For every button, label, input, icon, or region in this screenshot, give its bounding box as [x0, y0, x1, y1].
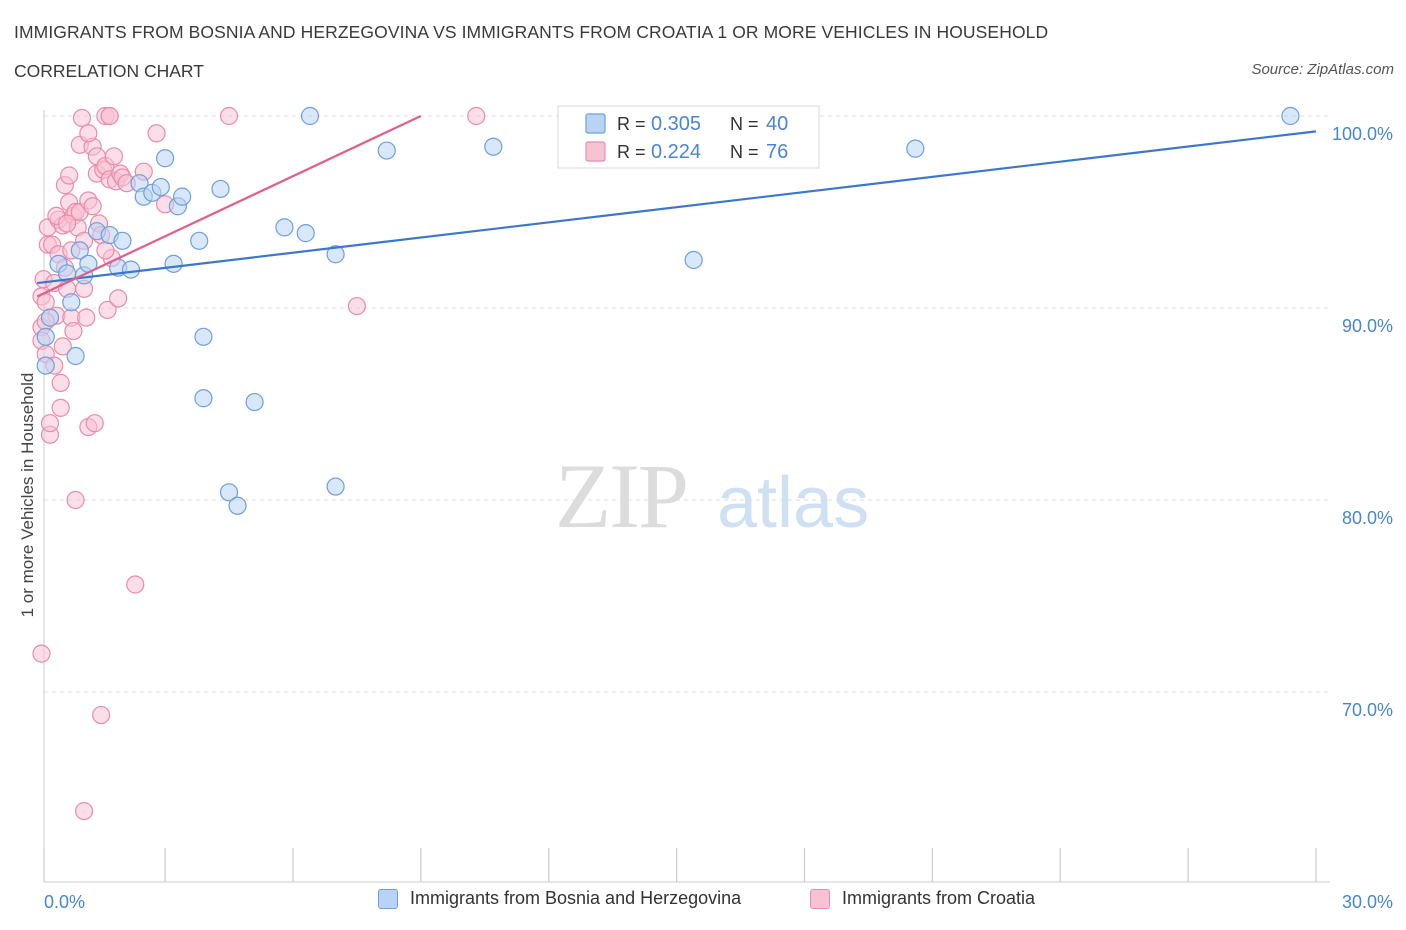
point-croatia — [104, 147, 124, 166]
stats-r-value: 0.305 — [651, 113, 701, 135]
point-bosnia — [377, 141, 396, 160]
stats-swatch-blue — [585, 113, 606, 134]
point-bosnia — [190, 231, 209, 250]
watermark-zip: ZIP — [555, 445, 687, 547]
point-croatia — [109, 289, 128, 308]
stats-n-label: N = — [730, 114, 759, 134]
point-bosnia — [245, 392, 264, 412]
stats-swatch-pink — [585, 141, 606, 162]
point-bosnia — [219, 483, 239, 502]
point-croatia — [100, 106, 119, 126]
point-bosnia — [70, 241, 89, 260]
point-bosnia — [326, 477, 345, 496]
point-croatia — [40, 414, 60, 433]
x-tick-label: 0.0% — [44, 892, 85, 912]
point-croatia — [467, 106, 486, 126]
point-croatia — [98, 300, 117, 320]
point-croatia — [79, 124, 98, 143]
point-bosnia — [62, 293, 81, 312]
legend-label-croatia: Immigrants from Croatia — [842, 888, 1036, 908]
point-croatia — [64, 321, 83, 341]
source-label: Source: ZipAtlas.com — [1251, 61, 1394, 78]
y-tick-label: 100.0% — [1332, 124, 1393, 144]
point-croatia — [83, 197, 102, 216]
point-croatia — [74, 801, 94, 821]
trend-line-croatia — [36, 115, 422, 298]
axes-layer: 100.0% 90.0% 80.0% 70.0% 0.0% 30.0% — [43, 110, 1393, 912]
point-croatia — [219, 106, 239, 126]
point-croatia — [60, 166, 79, 185]
point-bosnia — [36, 327, 55, 346]
stats-r-value: 0.224 — [651, 141, 701, 163]
point-bosnia — [300, 106, 320, 126]
chart-subtitle: CORRELATION CHART — [14, 61, 204, 81]
point-bosnia — [151, 177, 170, 197]
point-bosnia — [164, 254, 183, 273]
point-croatia — [92, 705, 111, 725]
point-croatia — [85, 414, 104, 433]
stats-r-label: R = — [617, 142, 646, 162]
stats-legend: R = 0.305 N = 40 R = 0.224 N = 76 — [557, 105, 820, 169]
point-croatia — [147, 124, 166, 143]
point-bosnia — [155, 149, 175, 168]
bottom-legend: Immigrants from Bosnia and Herzegovina I… — [0, 888, 1406, 918]
point-bosnia — [906, 139, 925, 158]
point-bosnia — [275, 218, 294, 237]
point-croatia — [57, 214, 77, 233]
x-tick-label: 30.0% — [1342, 892, 1393, 912]
legend-label-bosnia: Immigrants from Bosnia and Herzegovina — [410, 888, 742, 908]
point-croatia — [96, 241, 115, 260]
trend-layer — [36, 115, 1317, 298]
points-layer — [32, 106, 1300, 821]
y-tick-label: 70.0% — [1342, 700, 1393, 720]
watermark: ZIP atlas — [555, 445, 869, 547]
point-bosnia — [36, 356, 55, 375]
trend-line-bosnia — [37, 130, 1317, 285]
point-croatia — [77, 308, 96, 327]
point-bosnia — [121, 260, 141, 279]
point-bosnia — [484, 137, 503, 156]
point-bosnia — [194, 327, 213, 346]
y-tick-label: 90.0% — [1342, 316, 1393, 336]
point-bosnia — [40, 308, 60, 327]
legend-item-croatia: Immigrants from Croatia — [810, 888, 1035, 909]
point-bosnia — [1281, 106, 1300, 126]
point-bosnia — [326, 245, 345, 264]
point-bosnia — [66, 346, 85, 366]
legend-swatch-blue — [378, 888, 398, 909]
point-croatia — [53, 337, 72, 356]
point-croatia — [72, 108, 92, 128]
point-croatia — [32, 644, 51, 663]
point-bosnia — [173, 187, 192, 206]
point-bosnia — [194, 389, 213, 408]
point-croatia — [126, 575, 145, 594]
point-croatia — [51, 373, 70, 392]
point-bosnia — [684, 250, 703, 270]
stats-r-label: R = — [617, 114, 646, 134]
watermark-atlas: atlas — [717, 463, 869, 543]
legend-swatch-pink — [810, 888, 830, 909]
legend-item-bosnia: Immigrants from Bosnia and Herzegovina — [378, 888, 741, 909]
stats-n-value: 76 — [766, 141, 788, 163]
stats-n-value: 40 — [766, 113, 788, 135]
stats-n-label: N = — [730, 142, 759, 162]
point-croatia — [51, 398, 70, 417]
y-axis-label: 1 or more Vehicles in Household — [18, 373, 37, 618]
y-tick-label: 80.0% — [1342, 508, 1393, 528]
point-bosnia — [296, 224, 315, 243]
point-bosnia — [113, 231, 132, 250]
point-croatia — [347, 296, 366, 316]
point-bosnia — [228, 496, 247, 515]
chart-title: IMMIGRANTS FROM BOSNIA AND HERZEGOVINA V… — [14, 22, 1049, 42]
point-bosnia — [211, 179, 230, 199]
point-croatia — [66, 490, 85, 510]
